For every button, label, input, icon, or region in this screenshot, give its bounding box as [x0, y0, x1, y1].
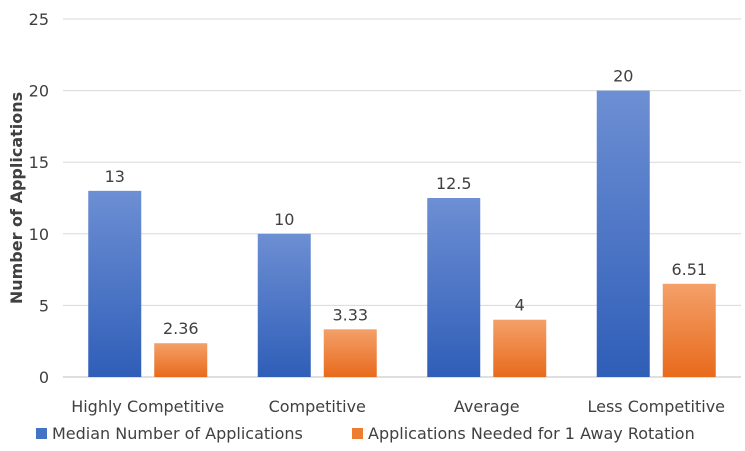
data-label: 4 — [515, 296, 525, 315]
legend-swatch — [352, 428, 363, 439]
bar-median-applications — [427, 198, 481, 377]
y-tick-label: 10 — [29, 225, 49, 244]
y-tick-labels: 0 5 10 15 20 25 — [29, 10, 49, 387]
data-label: 2.36 — [163, 319, 199, 338]
bars — [88, 90, 716, 377]
bar-median-applications — [88, 190, 142, 377]
data-label: 13 — [105, 167, 125, 186]
legend-swatch — [36, 428, 47, 439]
y-tick-label: 5 — [39, 296, 49, 315]
x-tick-label: Average — [454, 397, 520, 416]
bar-applications-needed — [154, 343, 208, 377]
y-tick-label: 15 — [29, 153, 49, 172]
data-label: 10 — [274, 210, 294, 229]
y-axis-title: Number of Applications — [7, 92, 26, 304]
legend-label: Applications Needed for 1 Away Rotation — [368, 424, 695, 443]
bar-applications-needed — [662, 283, 716, 377]
x-tick-label: Less Competitive — [587, 397, 725, 416]
bar-applications-needed — [493, 319, 547, 377]
x-tick-label: Competitive — [269, 397, 366, 416]
legend: Median Number of Applications Application… — [36, 424, 695, 443]
x-tick-label: Highly Competitive — [71, 397, 224, 416]
bar-median-applications — [257, 233, 311, 377]
y-tick-label: 0 — [39, 368, 49, 387]
bar-applications-needed — [323, 329, 377, 377]
data-labels: 13 2.36 10 3.33 12.5 4 20 6.51 — [105, 67, 707, 339]
legend-label: Median Number of Applications — [52, 424, 303, 443]
bar-median-applications — [596, 90, 650, 377]
y-tick-label: 20 — [29, 82, 49, 101]
data-label: 12.5 — [436, 174, 472, 193]
x-tick-labels: Highly Competitive Competitive Average Less… — [71, 397, 725, 416]
data-label: 3.33 — [332, 305, 368, 324]
data-label: 20 — [613, 67, 633, 86]
y-tick-label: 25 — [29, 10, 49, 29]
data-label: 6.51 — [671, 260, 707, 279]
